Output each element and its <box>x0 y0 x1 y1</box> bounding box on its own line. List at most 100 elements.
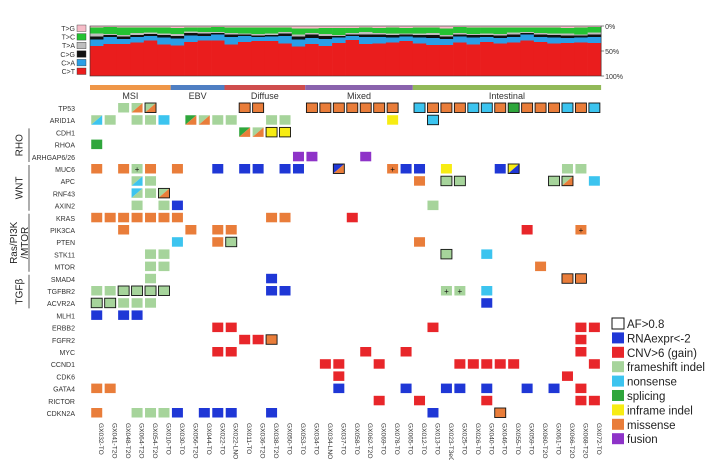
sample-label-gx058-to: GX058-TO <box>353 423 360 455</box>
spectrum-segment-t-g <box>305 26 319 29</box>
sample-label-gx055-to: GX055-TO <box>514 423 521 455</box>
sample-label-gx036-t2o: GX036-T2O <box>259 423 266 459</box>
cell-tp53 <box>521 103 533 113</box>
spectrum-segment-c-t <box>251 41 266 76</box>
spectrum-segment-t-a <box>305 33 319 35</box>
spectrum-segment-c-a <box>143 36 158 41</box>
spectrum-segment-c-t <box>157 44 171 76</box>
spectrum-segment-t-a <box>237 33 252 35</box>
cell-pten <box>414 237 426 247</box>
cell-muc6 <box>414 164 426 174</box>
cell-acvr2a <box>91 298 103 308</box>
cell-cdh1 <box>279 127 291 137</box>
cell-af-outline <box>413 102 426 113</box>
cell-muc6 <box>575 164 587 174</box>
spectrum-segment-c-g <box>211 33 225 35</box>
spectrum-segment-t-c <box>332 28 346 35</box>
subtype-bar-intestinal <box>412 85 602 90</box>
gene-label-pten: PTEN <box>56 240 75 247</box>
spectrum-segment-c-a <box>547 37 562 44</box>
spectrum-segment-t-c <box>587 27 602 33</box>
spectrum-segment-t-a <box>130 33 145 35</box>
cell-af-outline <box>144 285 157 296</box>
spectrum-segment-t-g <box>237 26 252 28</box>
cell-apc-lower <box>561 176 573 186</box>
spectrum-segment-c-g <box>291 36 306 40</box>
cell-gata4 <box>481 383 493 394</box>
cell-muc6 <box>145 164 157 174</box>
cell-cdk6 <box>333 371 345 381</box>
spectrum-segment-t-a <box>385 33 400 35</box>
spectrum-tick-label: 50% <box>605 49 619 56</box>
legend-swatch-rnaexpr-2 <box>612 332 624 344</box>
spectrum-segment-c-a <box>412 37 427 44</box>
gene-label-mtor: MTOR <box>55 265 75 272</box>
spectrum-segment-c-a <box>560 38 575 43</box>
spectrum-segment-c-t <box>318 46 333 76</box>
spectrum-segment-t-a <box>170 34 185 36</box>
spectrum-segment-c-t <box>399 41 414 76</box>
sample-label-gx048-t2o: GX048-T2O <box>124 423 131 459</box>
spectrum-segment-c-a <box>520 34 535 41</box>
cell-ccnd1 <box>481 359 493 369</box>
cell-myc <box>575 347 587 357</box>
spectrum-segment-t-g <box>372 26 387 28</box>
spectrum-segment-c-t <box>385 42 400 76</box>
cell-acvr2a <box>104 298 116 308</box>
cell-pten <box>212 237 224 247</box>
gene-label-rhoa: RHOA <box>55 143 76 150</box>
spectrum-segment-c-t <box>533 42 548 76</box>
spectrum-legend-swatch <box>76 33 87 41</box>
cell-gata4 <box>400 383 412 394</box>
cell-mlh1 <box>131 310 143 320</box>
cell-cdkn2a <box>266 408 278 418</box>
spectrum-segment-t-c <box>278 27 293 32</box>
legend-label-nonsense: nonsense <box>627 377 677 389</box>
cell-rictor <box>575 395 587 406</box>
spectrum-segment-t-a <box>184 31 198 33</box>
cell-acvr2a <box>481 298 493 308</box>
cell-cdkn2a <box>212 408 224 418</box>
spectrum-segment-c-g <box>197 33 212 36</box>
cell-smad4 <box>266 273 278 284</box>
cell-muc6 <box>171 164 183 174</box>
gene-labels: TP53 ARID1A CDH1 RHOA ARHGAP6/26 MUC6 APC RNF43… <box>32 106 76 418</box>
cell-tgfbr2 <box>440 286 452 296</box>
legend-swatch-nonsense <box>612 375 624 387</box>
gene-label-rnf43: RNF43 <box>53 191 75 198</box>
cell-muc6 <box>440 164 452 174</box>
sample-label-gx022-to: GX022-TO <box>218 423 225 455</box>
spectrum-segment-t-a <box>520 32 535 33</box>
spectrum-segment-t-g <box>90 26 104 28</box>
cell-ccnd1 <box>467 359 479 369</box>
cell-apc <box>440 176 452 186</box>
gene-label-muc6: MUC6 <box>55 167 75 174</box>
spectrum-segment-c-g <box>157 35 171 38</box>
cell-gata4 <box>521 383 533 394</box>
spectrum-segment-t-c <box>224 27 239 33</box>
spectrum-segment-t-g <box>103 26 118 27</box>
spectrum-segment-c-t <box>506 42 521 76</box>
cell-cdkn2a <box>494 408 506 418</box>
cell-plus-mark: + <box>458 287 463 296</box>
cell-tgfbr2 <box>481 286 493 296</box>
cell-tp53 <box>440 103 452 113</box>
sample-label-gx023-t3eo: GX023-T3eO <box>447 423 454 460</box>
spectrum-segment-c-t <box>170 45 185 76</box>
cell-arhgap6-26 <box>306 151 318 162</box>
cell-tp53 <box>454 103 466 113</box>
sample-label-gx046-to: GX046-TO <box>501 423 508 455</box>
cell-acvr2a <box>118 298 130 308</box>
legend-label-splicing: splicing <box>627 391 665 403</box>
cell-tgfbr2 <box>279 286 291 296</box>
cell-tp53 <box>427 103 439 113</box>
cell-apc <box>454 176 466 186</box>
spectrum-segment-t-c <box>385 27 400 34</box>
spectrum-segment-c-a <box>291 39 306 47</box>
cell-pik3ca <box>575 225 587 235</box>
cell-cdkn2a <box>158 408 170 418</box>
spectrum-segment-t-g <box>466 26 481 28</box>
gene-label-arid1a: ARID1A <box>50 118 76 125</box>
spectrum-segment-t-g <box>345 26 360 28</box>
legend-swatch-inframe-indel <box>612 404 624 416</box>
